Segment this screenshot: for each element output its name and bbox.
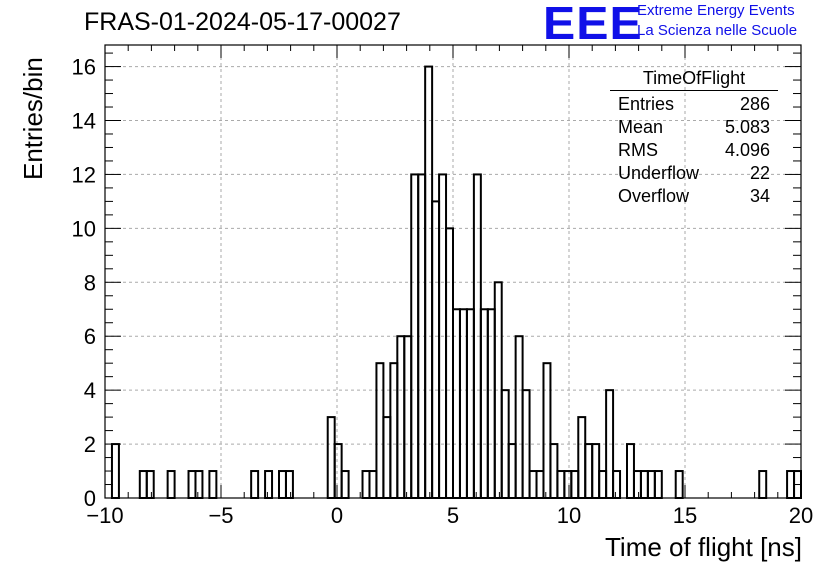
histogram-bin — [598, 470, 608, 499]
histogram-bin — [403, 335, 413, 500]
histogram-bin — [653, 470, 663, 499]
histogram-bin — [187, 470, 197, 499]
histogram-bin — [431, 200, 441, 499]
stats-value: 4.096 — [724, 140, 770, 160]
y-tick-label: 6 — [84, 324, 96, 349]
histogram-bin — [479, 308, 489, 499]
histogram-bin — [264, 470, 274, 499]
stats-row-mean: Mean 5.083 — [610, 116, 778, 139]
histogram-bin — [110, 443, 120, 500]
stats-label: Overflow — [618, 186, 690, 206]
y-tick-label: 0 — [84, 486, 96, 511]
x-tick-label: 20 — [789, 503, 813, 528]
histogram-bin — [166, 470, 176, 499]
histogram-bin — [389, 362, 399, 499]
chart-title: FRAS-01-2024-05-17-00027 — [84, 8, 401, 36]
histogram-bin — [674, 470, 684, 499]
stats-title: TimeOfFlight — [610, 68, 778, 91]
stats-box: TimeOfFlight Entries 286 Mean 5.083 RMS … — [610, 68, 778, 208]
histogram-bin — [452, 308, 461, 499]
x-tick-label: 10 — [557, 503, 581, 528]
histogram-bin — [535, 470, 545, 499]
stats-value: 286 — [739, 94, 770, 114]
histogram-bin — [486, 308, 496, 499]
y-tick-label: 14 — [72, 109, 96, 134]
y-tick-label: 12 — [72, 162, 96, 187]
histogram-bin — [570, 470, 580, 499]
eee-logo-mark: EEE — [543, 0, 643, 49]
histogram-bin — [326, 416, 336, 500]
stats-label: Underflow — [618, 163, 700, 183]
histogram-bin — [396, 335, 406, 500]
histogram-bin — [542, 362, 552, 499]
stats-row-underflow: Underflow 22 — [610, 162, 778, 185]
histogram-bin — [591, 443, 601, 500]
histogram-bin — [758, 470, 768, 499]
x-tick-label: 5 — [447, 503, 459, 528]
histogram-bin — [549, 443, 559, 500]
histogram-bin — [333, 443, 343, 500]
y-tick-label: 10 — [72, 216, 96, 241]
stats-label: Mean — [618, 117, 664, 137]
x-tick-label: 0 — [331, 503, 343, 528]
histogram-bin — [556, 470, 566, 499]
histogram-bin — [340, 470, 350, 499]
histogram-bin — [528, 470, 538, 499]
x-tick-label: 15 — [673, 503, 697, 528]
histogram-bin — [361, 470, 371, 499]
histogram-bin — [612, 470, 622, 499]
y-tick-label: 2 — [84, 432, 96, 457]
histogram-bin — [458, 308, 468, 499]
logo-line-2: La Scienza nelle Scuole — [637, 22, 798, 39]
y-tick-label: 4 — [84, 378, 96, 403]
stats-value: 22 — [749, 163, 770, 183]
histogram-bin — [278, 470, 287, 499]
stats-label: RMS — [618, 140, 658, 160]
histogram-bin — [514, 335, 524, 500]
histogram-bin — [138, 470, 148, 499]
stats-value: 5.083 — [724, 117, 770, 137]
histogram-bin — [465, 308, 475, 499]
histogram-bin — [368, 470, 378, 499]
stats-row-entries: Entries 286 — [610, 93, 778, 116]
y-tick-label: 16 — [72, 55, 96, 80]
stats-row-overflow: Overflow 34 — [610, 185, 778, 208]
histogram-bin — [646, 470, 656, 499]
histogram-bin — [445, 227, 455, 499]
histogram-bin — [639, 470, 649, 499]
logo-line-1: Extreme Energy Events — [637, 2, 795, 19]
histogram-bin — [584, 443, 594, 500]
y-axis-label: Entries/bin — [18, 57, 48, 180]
histogram-bin — [632, 470, 642, 499]
histogram-bin — [375, 362, 385, 499]
histogram-bin — [786, 470, 796, 499]
histogram-bin — [507, 443, 517, 500]
histogram-bin — [563, 470, 573, 499]
histogram-bin — [626, 443, 635, 500]
x-axis-label: Time of flight [ns] — [605, 532, 802, 562]
histogram-bin — [194, 470, 204, 499]
x-tick-label: −5 — [208, 503, 233, 528]
stats-value: 34 — [749, 186, 770, 206]
stats-row-rms: RMS 4.096 — [610, 139, 778, 162]
stats-label: Entries — [618, 94, 675, 114]
histogram-bin — [284, 470, 294, 499]
histogram-bin — [382, 416, 392, 500]
histogram-bin — [145, 470, 155, 499]
histogram-bin — [250, 470, 260, 499]
y-tick-label: 8 — [84, 270, 96, 295]
histogram-bin — [208, 470, 218, 499]
histogram-bin — [577, 416, 587, 500]
x-tick-label: −10 — [86, 503, 123, 528]
